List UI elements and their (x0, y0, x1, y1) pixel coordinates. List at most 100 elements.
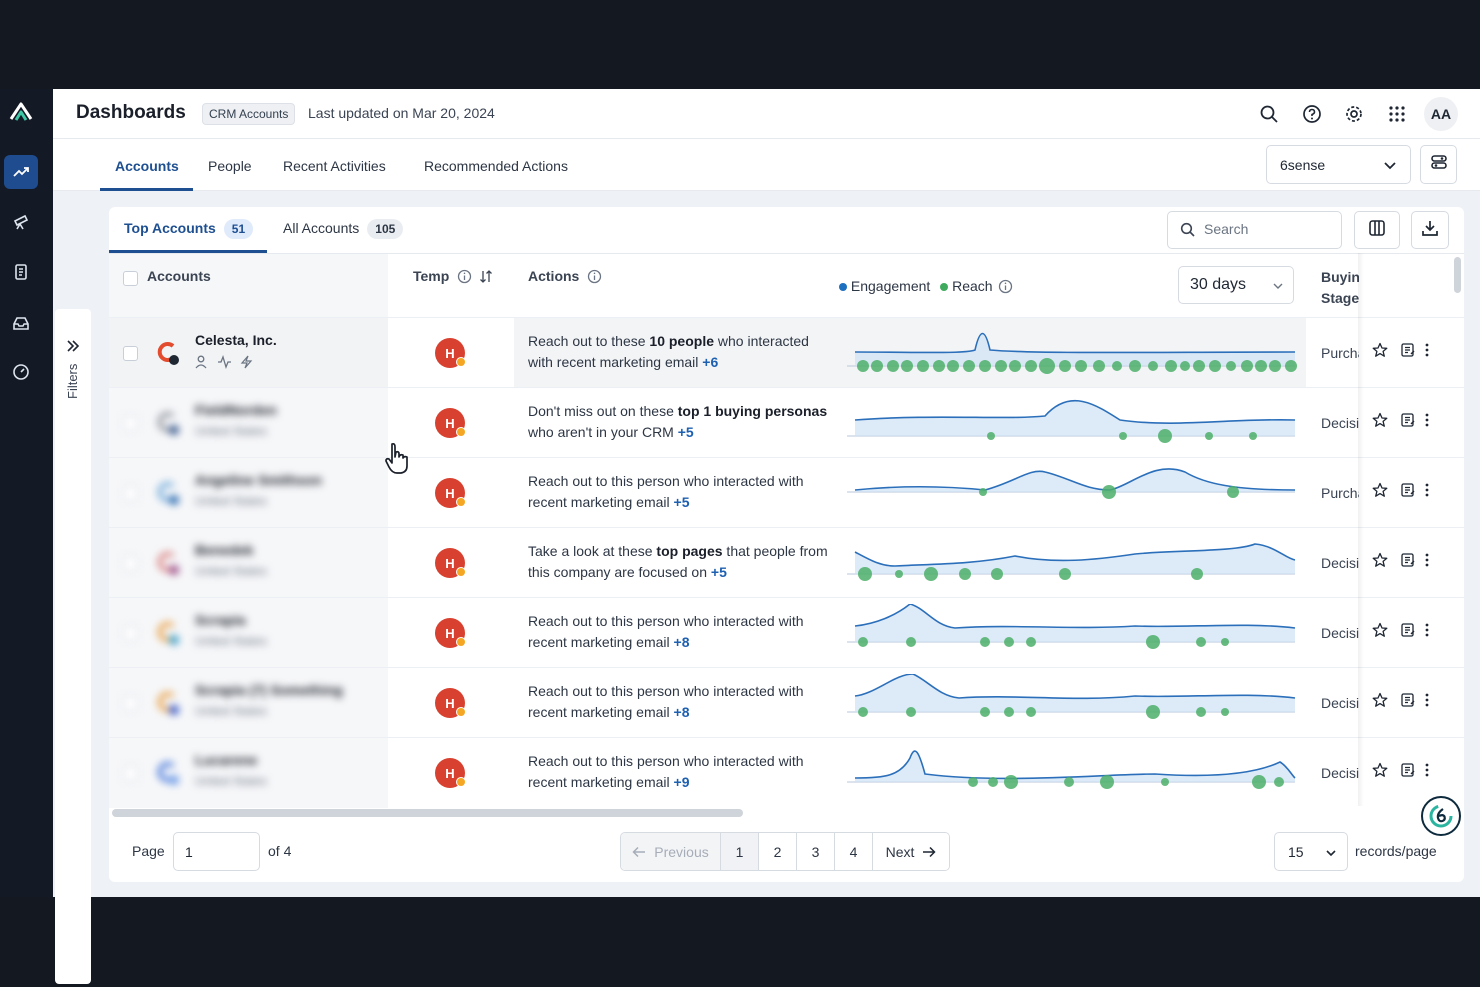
search-box[interactable] (1167, 211, 1342, 249)
gear-icon[interactable] (1342, 102, 1366, 126)
records-per-page-select[interactable]: 15 (1274, 832, 1348, 871)
more-count-link[interactable]: +8 (673, 704, 690, 720)
row-checkbox[interactable] (123, 626, 138, 641)
expand-filters-icon[interactable] (66, 339, 80, 358)
tab-top-accounts[interactable]: Top Accounts 51 (124, 219, 254, 239)
star-icon[interactable] (1372, 482, 1388, 503)
tab-recommended-actions[interactable]: Recommended Actions (424, 158, 568, 174)
columns-button[interactable] (1354, 211, 1400, 249)
table-row[interactable]: Scrapia (7) Something United States H Re… (109, 667, 1464, 738)
table-row[interactable]: FieldNorden United States H Don't miss o… (109, 387, 1464, 458)
row-checkbox[interactable] (123, 766, 138, 781)
table-row[interactable]: Benedek United States H Take a look at t… (109, 527, 1464, 598)
account-name[interactable]: Scrapia (7) Something (195, 682, 343, 698)
more-options-icon[interactable] (1424, 552, 1430, 573)
help-icon[interactable] (1300, 102, 1324, 126)
row-checkbox[interactable] (123, 416, 138, 431)
trend-nav-icon[interactable] (4, 155, 38, 189)
more-count-link[interactable]: +5 (710, 564, 727, 580)
table-row[interactable]: Lucarene United States H Reach out to th… (109, 737, 1464, 808)
page-2-button[interactable]: 2 (759, 833, 797, 870)
notes-icon[interactable] (1400, 762, 1416, 783)
row-checkbox[interactable] (123, 696, 138, 711)
recommended-action-text[interactable]: Reach out to these 10 people who interac… (528, 331, 828, 373)
more-count-link[interactable]: +9 (673, 774, 690, 790)
star-icon[interactable] (1372, 692, 1388, 713)
more-count-link[interactable]: +8 (673, 634, 690, 650)
row-checkbox[interactable] (123, 486, 138, 501)
settings-toggle-button[interactable] (1420, 145, 1457, 184)
star-icon[interactable] (1372, 412, 1388, 433)
recommended-action-text[interactable]: Reach out to this person who interacted … (528, 611, 828, 653)
recommended-action-text[interactable]: Reach out to this person who interacted … (528, 681, 828, 723)
search-icon[interactable] (1257, 102, 1281, 126)
row-checkbox[interactable] (123, 556, 138, 571)
account-name[interactable]: Benedek (195, 542, 254, 558)
more-options-icon[interactable] (1424, 762, 1430, 783)
star-icon[interactable] (1372, 622, 1388, 643)
recommended-action-text[interactable]: Take a look at these top pages that peop… (528, 541, 828, 583)
star-icon[interactable] (1372, 552, 1388, 573)
buying-stage-column-header[interactable]: Buying Stage (1321, 267, 1359, 309)
notes-icon[interactable] (1400, 482, 1416, 503)
date-range-select[interactable]: 30 days (1178, 266, 1294, 304)
company-logo-icon (155, 690, 181, 716)
page-number-input[interactable]: 1 (173, 832, 260, 871)
more-count-link[interactable]: +6 (702, 354, 719, 370)
notes-icon[interactable] (1400, 622, 1416, 643)
more-options-icon[interactable] (1424, 622, 1430, 643)
notes-icon[interactable] (1400, 552, 1416, 573)
next-page-button[interactable]: Next (873, 833, 949, 870)
sort-icon[interactable] (479, 269, 493, 284)
download-button[interactable] (1411, 211, 1449, 249)
more-options-icon[interactable] (1424, 482, 1430, 503)
assistant-button[interactable] (1421, 796, 1461, 836)
more-options-icon[interactable] (1424, 412, 1430, 433)
notes-icon[interactable] (1400, 342, 1416, 363)
user-avatar[interactable]: AA (1424, 97, 1458, 131)
tab-people[interactable]: People (208, 158, 252, 174)
inbox-nav-icon[interactable] (4, 306, 38, 340)
table-row[interactable]: Celesta, Inc. H Reach out to these 10 pe… (109, 317, 1464, 388)
account-name[interactable]: Lucarene (195, 752, 258, 768)
table-row[interactable]: Scrapia United States H Reach out to thi… (109, 597, 1464, 668)
recommended-action-text[interactable]: Don't miss out on these top 1 buying per… (528, 401, 828, 443)
apps-grid-icon[interactable] (1385, 102, 1409, 126)
recommended-action-text[interactable]: Reach out to this person who interacted … (528, 751, 828, 793)
more-count-link[interactable]: +5 (677, 424, 694, 440)
tab-accounts[interactable]: Accounts (115, 158, 179, 174)
tab-recent-activities[interactable]: Recent Activities (283, 158, 386, 174)
account-name[interactable]: Scrapia (195, 612, 246, 628)
org-select[interactable]: 6sense (1266, 145, 1411, 184)
previous-page-button[interactable]: Previous (621, 833, 721, 870)
more-options-icon[interactable] (1424, 692, 1430, 713)
star-icon[interactable] (1372, 762, 1388, 783)
tab-all-accounts[interactable]: All Accounts 105 (283, 219, 404, 239)
filters-panel[interactable]: Filters (55, 309, 91, 984)
page-1-button[interactable]: 1 (721, 833, 759, 870)
star-icon[interactable] (1372, 342, 1388, 363)
search-input[interactable] (1204, 221, 1334, 237)
account-name[interactable]: Angeline Smithson (195, 472, 322, 488)
page-4-button[interactable]: 4 (835, 833, 873, 870)
accounts-column-header[interactable]: Accounts (147, 268, 211, 284)
more-count-link[interactable]: +5 (673, 494, 690, 510)
document-nav-icon[interactable] (4, 255, 38, 289)
app-logo-icon[interactable] (8, 99, 34, 125)
actions-column-header[interactable]: Actions (528, 268, 602, 284)
more-options-icon[interactable] (1424, 342, 1430, 363)
page-3-button[interactable]: 3 (797, 833, 835, 870)
account-name[interactable]: Celesta, Inc. (195, 332, 277, 348)
notes-icon[interactable] (1400, 692, 1416, 713)
temp-column-header[interactable]: Temp (413, 268, 493, 284)
vertical-scrollbar[interactable] (1454, 257, 1461, 293)
horizontal-scrollbar[interactable] (112, 809, 743, 817)
select-all-checkbox[interactable] (123, 271, 138, 286)
gauge-nav-icon[interactable] (4, 355, 38, 389)
recommended-action-text[interactable]: Reach out to this person who interacted … (528, 471, 828, 513)
account-name[interactable]: FieldNorden (195, 402, 277, 418)
row-checkbox[interactable] (123, 346, 138, 361)
table-row[interactable]: Angeline Smithson United States H Reach … (109, 457, 1464, 528)
notes-icon[interactable] (1400, 412, 1416, 433)
telescope-nav-icon[interactable] (4, 205, 38, 239)
